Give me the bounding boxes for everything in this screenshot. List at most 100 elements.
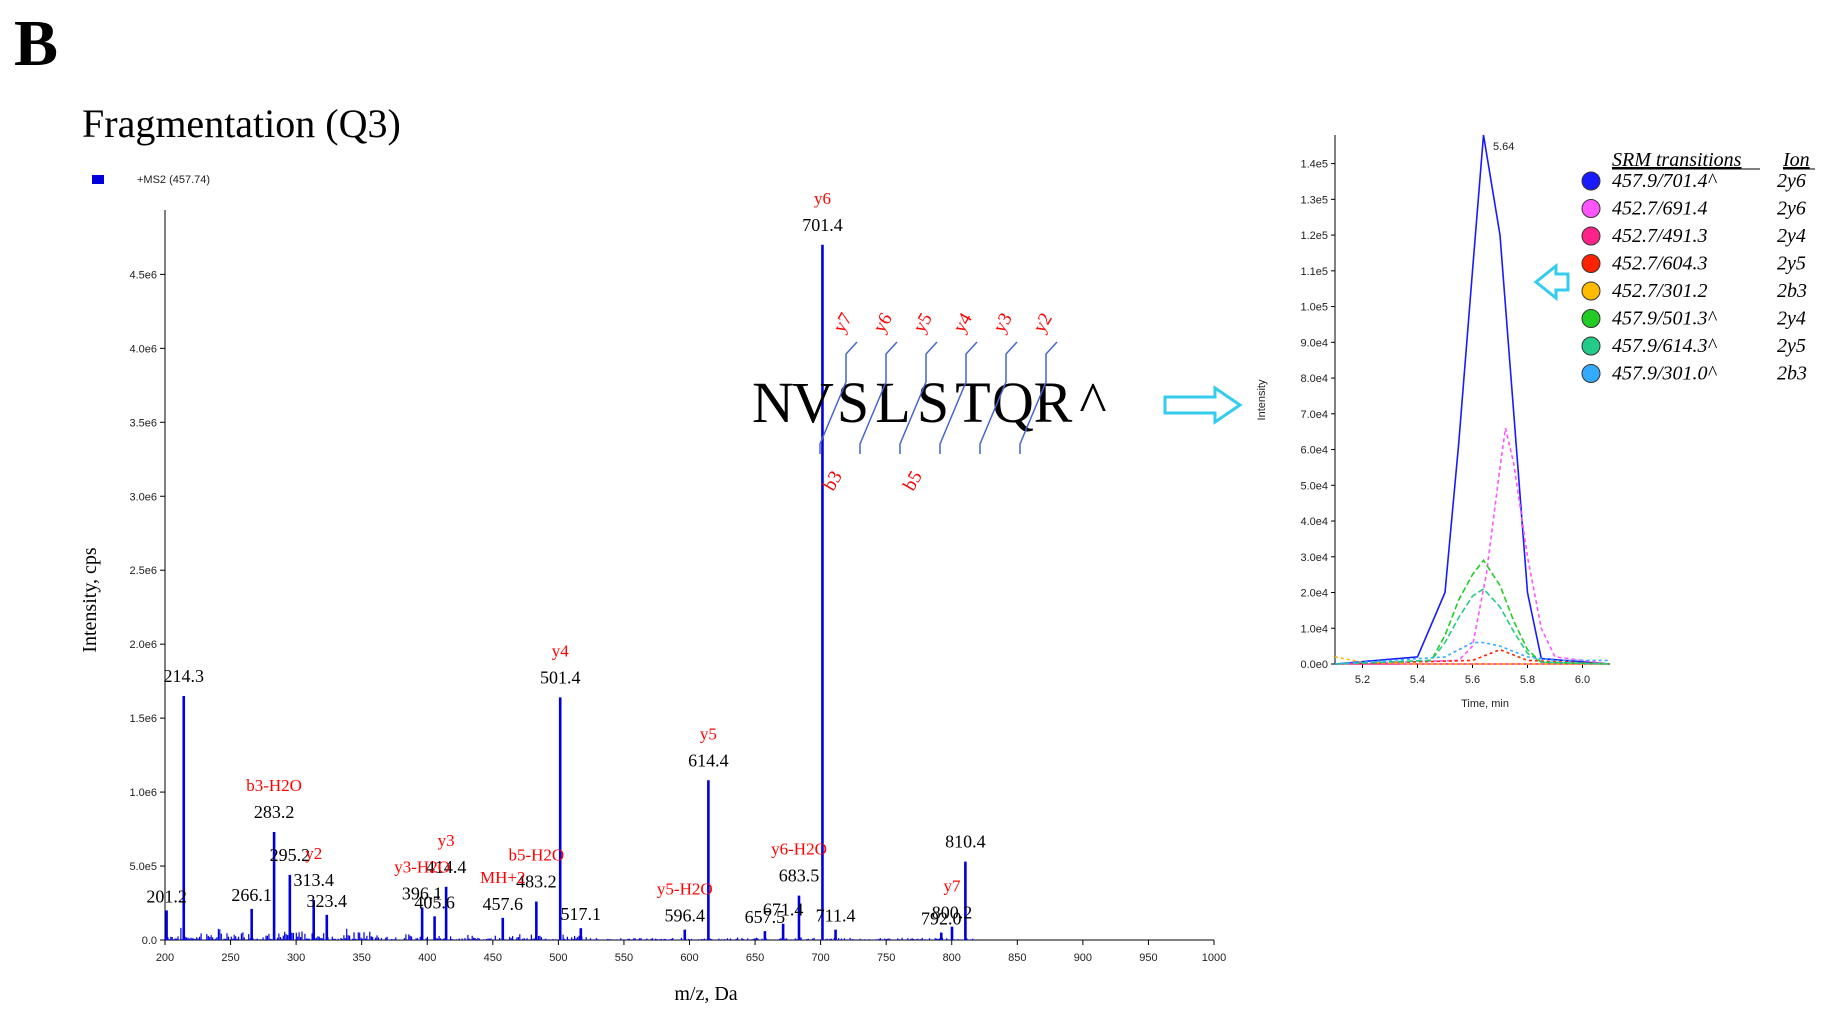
- ms2-spectrum: +MS2 (457.74) 200 250 300 350 400 450 500 550 60…: [79, 174, 1226, 1005]
- ms2-ion-label: y5: [700, 724, 717, 743]
- srm-legend-transition: 452.7/691.4: [1612, 198, 1708, 220]
- ms2-peak-label: 596.4: [665, 906, 706, 926]
- srm-legend-marker: [1581, 336, 1601, 356]
- figure-title: Fragmentation (Q3): [82, 101, 401, 146]
- ms2-y-tick-label: 2.5e6: [129, 565, 157, 577]
- ms2-x-tick-label: 550: [615, 952, 633, 964]
- ms2-x-tick-label: 450: [484, 952, 502, 964]
- srm-y-tick-label: 9.0e4: [1300, 337, 1328, 349]
- ms2-x-tick-label: 350: [353, 952, 371, 964]
- srm-y-tick-label: 6.0e4: [1300, 445, 1328, 457]
- srm-legend-transition: 452.7/604.3: [1612, 253, 1708, 275]
- srm-legend-transition: 457.9/501.3^: [1612, 308, 1718, 330]
- srm-legend-ion: 2y4: [1777, 308, 1806, 330]
- ms2-peak-label: 405.6: [414, 892, 455, 912]
- ms2-x-tick-label: 900: [1074, 952, 1092, 964]
- ms2-peak-label: 614.4: [688, 750, 729, 770]
- peptide-residue: S: [837, 370, 869, 435]
- y-fragment-label: y3: [989, 310, 1017, 337]
- ms2-ion-label: y6-H2O: [771, 840, 827, 859]
- ms2-x-tick-label: 500: [549, 952, 567, 964]
- srm-y-tick-label: 0.0e0: [1300, 659, 1328, 671]
- ms2-ion-label: MH+2: [480, 868, 525, 887]
- srm-series-line: [1334, 587, 1611, 665]
- ms2-x-axis-label: m/z, Da: [674, 983, 737, 1005]
- ms2-peak-label: 295.2: [270, 845, 311, 865]
- ms2-peak-label: 214.3: [164, 666, 205, 686]
- ms2-x-tick-label: 750: [877, 952, 895, 964]
- ms2-peak-label: 671.4: [763, 900, 804, 920]
- ms2-y-axis-label: Intensity, cps: [79, 547, 101, 653]
- srm-legend-marker: [1581, 281, 1601, 301]
- ms2-peaks: [164, 244, 978, 940]
- ms2-peak-label: 683.5: [779, 866, 820, 886]
- cleavage-bond: [899, 341, 938, 454]
- ms2-x-tick-label: 850: [1008, 952, 1026, 964]
- peptide-residue: Q: [992, 370, 1034, 435]
- srm-x-tick-label: 5.4: [1410, 674, 1425, 686]
- srm-y-tick-label: 1.1e5: [1300, 266, 1328, 278]
- srm-legend-ion: 2b3: [1777, 363, 1807, 385]
- ms2-peak-label: 483.2: [516, 872, 557, 892]
- ms2-x-tick-label: 600: [680, 952, 698, 964]
- srm-series-line: [1334, 648, 1611, 665]
- ms2-peak-labels: 214.3 283.2 b3-H2O 295.2 313.4 y2 414.4 y3 396.1…: [146, 189, 985, 929]
- srm-legend-marker: [1581, 199, 1601, 218]
- srm-series-line: [1334, 656, 1610, 665]
- srm-legend-marker: [1581, 226, 1601, 246]
- srm-y-tick-label: 4.0e4: [1300, 516, 1328, 528]
- ms2-x-tick-label: 250: [221, 952, 239, 964]
- srm-y-axis-label: Intensity: [1256, 379, 1268, 420]
- ms2-peak-label: 501.4: [540, 667, 581, 687]
- srm-legend-marker: [1581, 254, 1601, 273]
- srm-legend-ion: 2y6: [1777, 198, 1806, 220]
- srm-series-line: [1334, 641, 1610, 665]
- ms2-peak-label: 266.1: [231, 885, 272, 905]
- srm-legend-title-ion: Ion: [1782, 149, 1810, 171]
- peptide-residue: S: [917, 370, 949, 435]
- ms2-peak-label: 201.2: [146, 886, 187, 906]
- ms2-x-tick-label: 800: [943, 952, 961, 964]
- ms2-ion-label: y3: [438, 831, 455, 850]
- srm-series-line: [1334, 558, 1611, 665]
- ms2-ion-label: y3-H2O: [394, 857, 450, 876]
- srm-y-tick-label: 2.0e4: [1300, 588, 1328, 600]
- srm-legend-transition: 457.9/701.4^: [1612, 170, 1718, 192]
- ms2-x-tick-label: 400: [418, 952, 436, 964]
- srm-series-line: [1334, 427, 1611, 665]
- ms2-peak-label: 457.6: [483, 894, 524, 914]
- srm-legend-ion: 2b3: [1777, 280, 1807, 302]
- y-fragment-label: y7: [829, 310, 857, 337]
- srm-legend-transition: 452.7/301.2: [1612, 280, 1708, 302]
- ms2-peak-label: 313.4: [293, 870, 334, 890]
- ms2-x-tick-label: 200: [156, 952, 174, 964]
- srm-legend-marker: [1581, 309, 1601, 328]
- ms2-baseline-noise: [164, 927, 978, 940]
- ms2-peak-label: 711.4: [816, 906, 856, 926]
- peptide-residue: ^: [1079, 370, 1106, 435]
- ms2-peak-label: 323.4: [307, 891, 348, 911]
- srm-legend-ion: 2y4: [1777, 225, 1806, 247]
- ms2-ion-label: y4: [552, 641, 570, 660]
- srm-x-tick-label: 6.0: [1575, 674, 1590, 686]
- ms2-y-tick-label: 4.0e6: [129, 343, 157, 355]
- ms2-x-tick-label: 700: [811, 952, 829, 964]
- ms2-y-tick-label: 3.5e6: [129, 417, 157, 429]
- panel-letter: B: [14, 7, 59, 80]
- ms2-peak-label: 810.4: [945, 832, 986, 852]
- srm-y-tick-label: 1.2e5: [1300, 230, 1328, 242]
- ms2-y-tick-label: 5.0e5: [129, 861, 157, 873]
- srm-legend-title-transitions: SRM transitions: [1612, 149, 1742, 171]
- srm-y-tick-label: 1.0e4: [1300, 623, 1328, 635]
- ms2-peak-label: 792.0: [921, 909, 962, 929]
- srm-x-tick-label: 5.2: [1355, 674, 1370, 686]
- cleavage-bond: [939, 341, 978, 454]
- srm-legend: SRM transitions Ion 457.9/701.4^ 2y6 452.7…: [1581, 149, 1815, 385]
- srm-lines: [1334, 134, 1611, 665]
- srm-x-axis-label: Time, min: [1461, 698, 1509, 710]
- srm-legend-marker: [1581, 364, 1601, 383]
- srm-legend-marker: [1581, 171, 1601, 191]
- ms2-axes: 200 250 300 350 400 450 500 550 600 650 700 750 800 8…: [129, 210, 1226, 964]
